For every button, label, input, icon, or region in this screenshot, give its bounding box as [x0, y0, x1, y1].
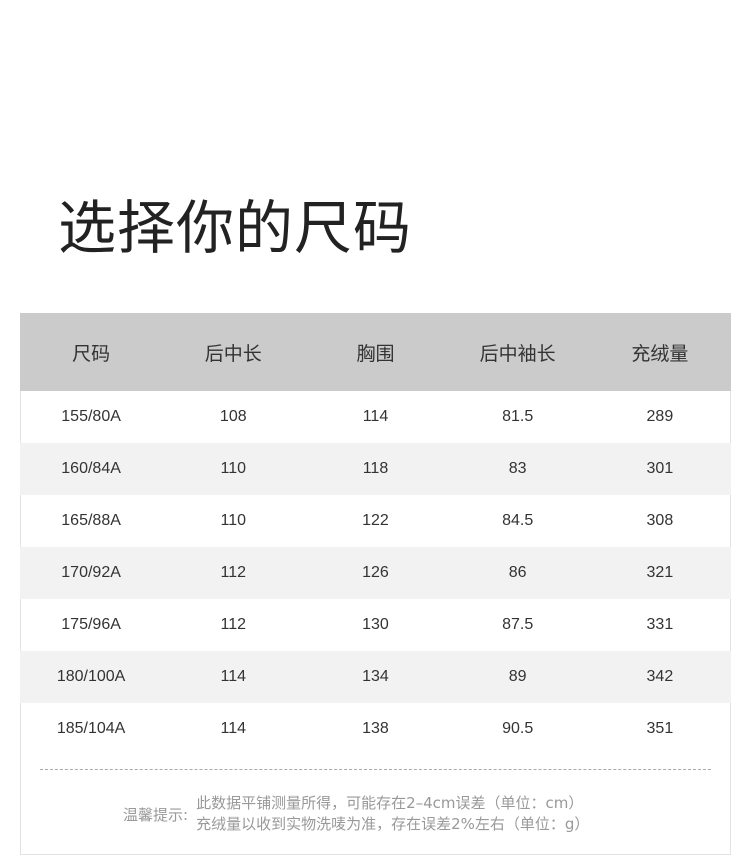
table-cell: 84.5: [502, 512, 534, 529]
size-table: 尺码 后中长 胸围 后中袖长 充绒量 155/80A 108 114 81.5 289 160/8…: [20, 313, 731, 755]
column-header: 充绒量: [588, 313, 731, 391]
table-cell: 308: [646, 512, 674, 529]
table-row: 185/104A 114 138 90.5 351: [20, 703, 731, 755]
table-cell: 342: [588, 651, 731, 703]
table-cell: 351: [646, 720, 674, 737]
table-cell: 114: [220, 720, 247, 737]
table-cell: 110: [162, 443, 305, 495]
table-cell: 289: [646, 408, 674, 425]
table-cell: 130: [362, 616, 389, 633]
table-cell: 301: [588, 443, 731, 495]
table-cell: 114: [162, 651, 305, 703]
table-cell: 331: [646, 616, 674, 633]
table-cell: 134: [304, 651, 447, 703]
tip-note: 温馨提示: 此数据平铺测量所得，可能存在2–4cm误差（单位：cm） 充绒量以收…: [123, 793, 589, 835]
table-cell: 83: [446, 443, 589, 495]
table-cell: 155/80A: [61, 408, 121, 425]
divider: [40, 769, 711, 770]
table-cell: 87.5: [502, 616, 534, 633]
table-cell: 81.5: [502, 408, 534, 425]
table-row: 160/84A 110 118 83 301: [20, 443, 731, 495]
table-cell: 170/92A: [20, 547, 163, 599]
tip-line: 此数据平铺测量所得，可能存在2–4cm误差（单位：cm）: [196, 794, 584, 812]
table-cell: 114: [362, 408, 389, 425]
table-row: 175/96A 112 130 87.5 331: [20, 599, 731, 651]
table-row: 155/80A 108 114 81.5 289: [20, 391, 731, 443]
size-chart: 尺码 后中长 胸围 后中袖长 充绒量 155/80A 108 114 81.5 289 160/8…: [20, 313, 731, 855]
table-cell: 86: [446, 547, 589, 599]
table-row: 180/100A 114 134 89 342: [20, 651, 731, 703]
column-header: 后中长: [162, 313, 305, 391]
table-cell: 122: [362, 512, 389, 529]
table-cell: 138: [362, 720, 389, 737]
page-title: 选择你的尺码: [58, 194, 413, 262]
table-cell: 321: [588, 547, 731, 599]
table-cell: 165/88A: [61, 512, 121, 529]
table-header: 尺码 后中长 胸围 后中袖长 充绒量: [20, 313, 731, 391]
table-cell: 89: [446, 651, 589, 703]
table-cell: 118: [304, 443, 447, 495]
table-cell: 175/96A: [61, 616, 121, 633]
table-cell: 180/100A: [20, 651, 163, 703]
tip-label: 温馨提示:: [123, 805, 189, 824]
table-cell: 185/104A: [56, 720, 126, 737]
table-cell: 160/84A: [20, 443, 163, 495]
table-cell: 112: [220, 616, 247, 633]
column-header: 胸围: [304, 313, 447, 391]
table-cell: 126: [304, 547, 447, 599]
table-cell: 90.5: [502, 720, 534, 737]
table-cell: 110: [220, 512, 247, 529]
column-header: 后中袖长: [446, 313, 589, 391]
table-cell: 108: [219, 408, 247, 425]
tip-line: 充绒量以收到实物洗唛为准，存在误差2%左右（单位：g）: [196, 815, 590, 833]
table-row: 170/92A 112 126 86 321: [20, 547, 731, 599]
table-cell: 112: [162, 547, 305, 599]
column-header: 尺码: [20, 313, 163, 391]
table-row: 165/88A 110 122 84.5 308: [20, 495, 731, 547]
